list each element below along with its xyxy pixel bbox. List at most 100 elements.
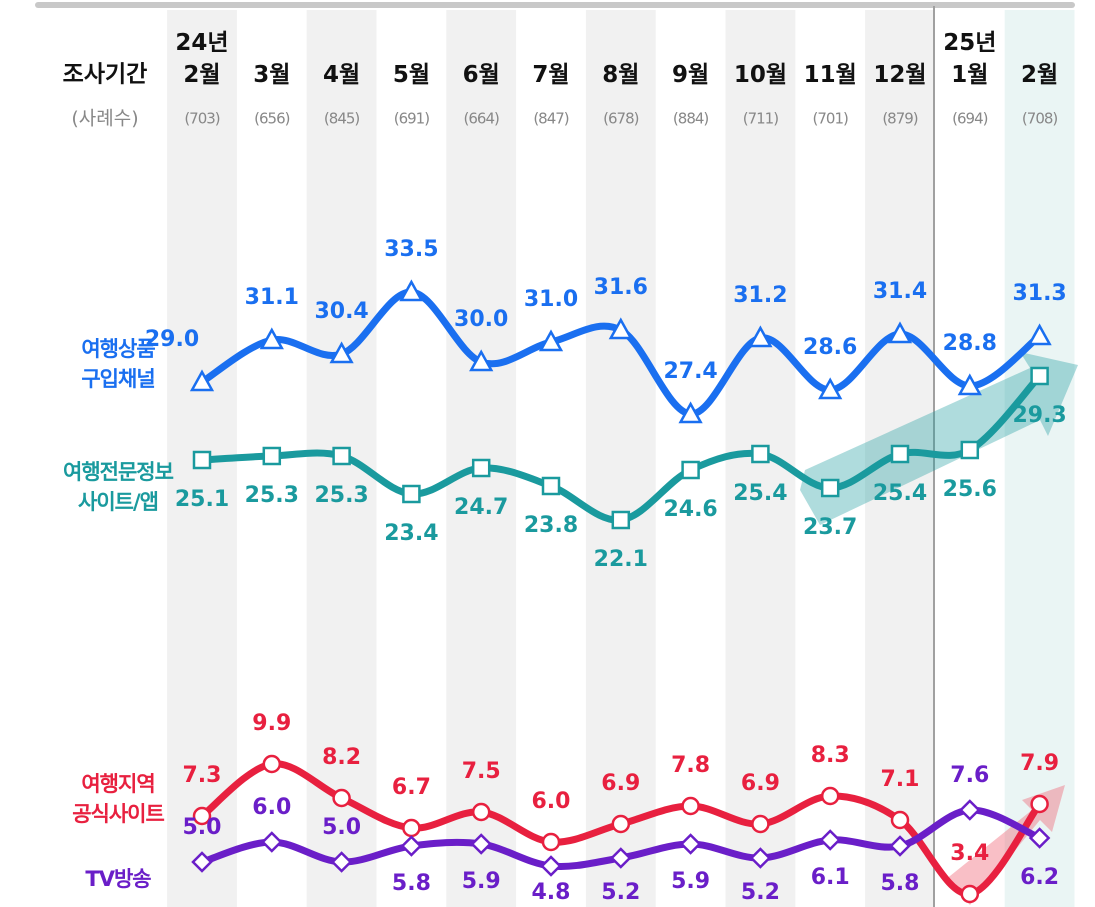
data-label: 24.6	[663, 497, 717, 522]
marker	[819, 829, 841, 851]
sample-size: (691)	[394, 110, 429, 128]
marker	[189, 369, 215, 392]
data-label: 5.9	[671, 869, 710, 894]
data-label: 3.4	[950, 841, 989, 866]
data-label: 6.0	[252, 795, 291, 820]
marker	[192, 806, 212, 826]
sample-label: (사례수)	[71, 108, 138, 130]
marker	[887, 321, 913, 344]
marker	[611, 814, 631, 834]
marker	[330, 851, 353, 873]
marker	[610, 847, 632, 869]
x-tick-label: 12월	[873, 62, 926, 88]
data-label: 25.6	[943, 477, 997, 502]
data-label: 28.8	[943, 331, 997, 356]
data-label: 25.3	[245, 483, 299, 508]
marker	[890, 444, 910, 464]
marker	[470, 833, 492, 855]
marker	[611, 510, 631, 530]
x-tick-label: 24년 2월	[175, 30, 228, 88]
column-stripe	[446, 10, 517, 907]
sample-size: (694)	[952, 110, 987, 128]
marker	[538, 329, 564, 352]
marker	[262, 754, 282, 774]
data-label: 6.2	[1020, 865, 1059, 890]
data-label: 29.3	[1012, 403, 1066, 428]
data-label: 25.1	[175, 487, 229, 512]
data-label: 31.2	[733, 283, 787, 308]
data-label: 23.8	[524, 513, 578, 538]
x-tick-label: 6월	[463, 62, 500, 88]
sample-size: (845)	[324, 110, 359, 128]
sample-size: (701)	[813, 110, 848, 128]
data-label: 7.8	[671, 753, 710, 778]
header-label: 조사기간	[63, 62, 148, 88]
marker	[1030, 794, 1049, 814]
data-label: 33.5	[384, 237, 438, 262]
x-tick-label: 25년 1월	[943, 30, 996, 88]
data-label: 7.1	[881, 767, 920, 792]
x-tick-label: 9월	[672, 62, 709, 88]
marker	[402, 818, 421, 838]
marker	[399, 279, 424, 302]
marker	[332, 788, 351, 808]
trend-arrow	[800, 352, 1078, 525]
marker	[469, 349, 494, 372]
marker	[681, 796, 700, 816]
marker	[1027, 323, 1052, 346]
legend-label: TV방송	[85, 867, 151, 891]
marker	[332, 446, 351, 466]
marker	[889, 835, 911, 857]
data-label: 8.2	[322, 745, 361, 770]
data-label: 5.0	[322, 815, 361, 840]
marker	[259, 327, 284, 350]
x-tick-label: 7월	[532, 62, 569, 88]
data-label: 7.3	[183, 763, 222, 788]
top-bar	[35, 2, 1075, 8]
marker	[191, 851, 213, 873]
data-label: 5.2	[601, 880, 640, 905]
x-tick-label: 5월	[393, 62, 430, 88]
marker	[1028, 827, 1051, 849]
data-label: 31.6	[594, 275, 648, 300]
column-stripe	[1004, 10, 1075, 907]
data-label: 9.9	[252, 711, 291, 736]
sample-size: (711)	[743, 110, 778, 128]
data-label: 31.4	[873, 279, 927, 304]
data-label: 4.8	[532, 880, 571, 905]
column-stripe	[585, 10, 656, 907]
data-label: 5.8	[392, 871, 431, 896]
data-label: 5.2	[741, 880, 780, 905]
data-label: 7.6	[950, 763, 989, 788]
data-label: 30.0	[454, 307, 508, 332]
data-label: 31.0	[524, 287, 578, 312]
data-label: 23.7	[803, 515, 857, 540]
data-label: 6.7	[392, 775, 431, 800]
marker	[192, 450, 212, 470]
marker	[748, 325, 773, 348]
marker	[540, 855, 562, 877]
data-label: 6.0	[532, 789, 571, 814]
marker	[818, 377, 843, 400]
data-label: 31.3	[1012, 281, 1066, 306]
x-tick-label: 3월	[253, 62, 290, 88]
data-label: 8.3	[811, 743, 850, 768]
data-label: 7.9	[1020, 751, 1059, 776]
sample-size: (884)	[673, 110, 708, 128]
data-label: 25.3	[314, 483, 368, 508]
legend-label: 여행상품 구입채널	[81, 337, 155, 391]
marker	[541, 832, 561, 852]
x-tick-label: 11월	[804, 62, 857, 88]
sample-size: (847)	[533, 110, 568, 128]
marker	[262, 446, 282, 466]
marker	[960, 440, 980, 460]
marker	[960, 884, 980, 904]
sample-size: (678)	[603, 110, 638, 128]
data-label: 31.1	[245, 285, 299, 310]
marker	[541, 476, 561, 496]
marker	[679, 833, 702, 855]
data-label: 5.0	[183, 815, 222, 840]
x-tick-label: 2월	[1021, 62, 1058, 88]
marker	[402, 484, 421, 504]
